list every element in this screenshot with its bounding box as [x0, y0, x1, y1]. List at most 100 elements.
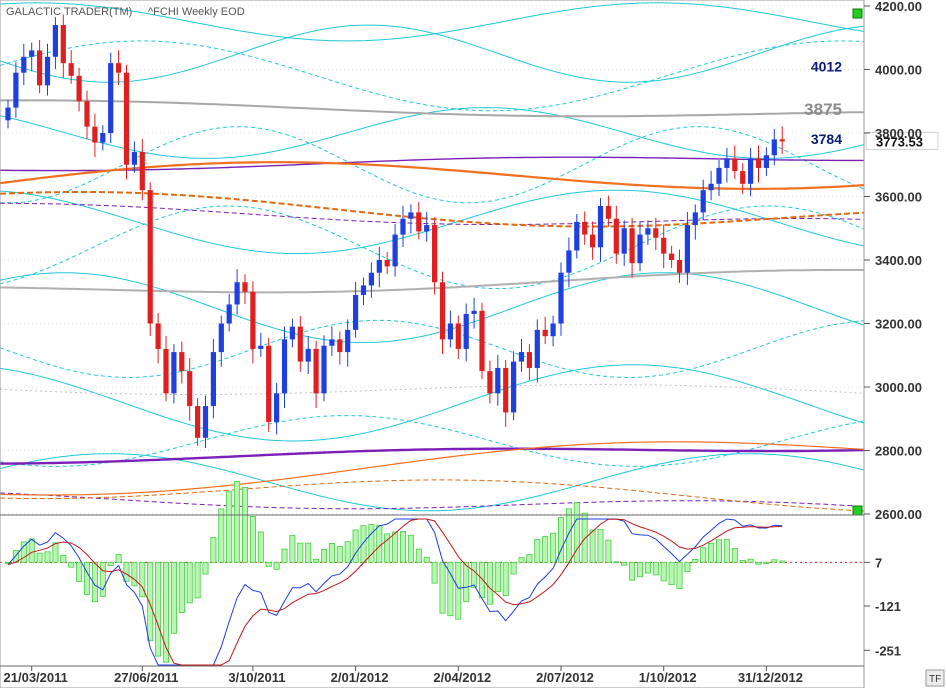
candle-body [732, 158, 738, 172]
cycle-wave [0, 364, 865, 442]
macd-histogram-bar [621, 561, 628, 566]
candlestick [60, 14, 66, 78]
candle-body [116, 63, 122, 73]
macd-histogram-bar [281, 548, 288, 563]
candlestick [345, 319, 351, 367]
macd-tick-label: -121 [875, 599, 901, 614]
candle-body [289, 326, 295, 340]
candle-body [147, 190, 153, 324]
candle-body [226, 304, 232, 324]
candle-body [155, 323, 161, 349]
candle-body [740, 171, 746, 184]
candlestick [76, 67, 82, 112]
macd-line [7, 518, 783, 666]
candlestick [732, 145, 738, 180]
candlestick [274, 382, 280, 435]
candlestick [479, 302, 485, 380]
macd-tick-label: 7 [875, 555, 882, 570]
macd-histogram-bar [91, 561, 98, 603]
candle-body [748, 158, 754, 184]
candle-body [708, 183, 714, 191]
candle-body [131, 152, 137, 165]
candle-body [653, 228, 659, 238]
macd-histogram-bar [652, 561, 659, 576]
price-tick-label: 3800.00 [875, 126, 922, 141]
candlestick [637, 221, 643, 272]
candlestick [29, 42, 35, 72]
macd-histogram-bar [558, 517, 565, 563]
macd-histogram-bar [439, 561, 446, 614]
candlestick [708, 170, 714, 201]
candlestick [21, 43, 27, 86]
candlestick [100, 125, 106, 151]
candle-body [416, 212, 422, 232]
candlestick [487, 360, 493, 404]
candlestick [258, 332, 264, 357]
cycle-wave [0, 453, 865, 512]
candlestick [360, 277, 367, 306]
candlestick [755, 145, 762, 183]
macd-histogram-bar [162, 561, 169, 663]
candlestick [353, 281, 359, 338]
macd-histogram-bar [684, 561, 691, 573]
candle-body [337, 339, 343, 353]
candlestick [147, 182, 153, 336]
candlestick [242, 274, 248, 305]
purple-level-line [0, 492, 865, 510]
candle-body [242, 282, 248, 292]
macd-histogram-bar [178, 561, 185, 613]
level-label: 3784 [811, 131, 842, 147]
macd-histogram-bar [447, 561, 454, 617]
macd-histogram-bar [415, 548, 422, 563]
candlestick [297, 316, 303, 372]
macd-histogram-bar [241, 487, 248, 563]
macd-histogram-bar [384, 533, 391, 563]
candlestick [44, 43, 51, 96]
macd-histogram-bar [155, 561, 162, 657]
macd-histogram-bar [273, 561, 280, 570]
candle-body [661, 237, 667, 254]
candle-body [108, 63, 114, 133]
grey-level-line [0, 384, 865, 395]
candle-body [210, 352, 216, 407]
candlestick [558, 262, 564, 336]
macd-histogram-bar [486, 561, 493, 605]
macd-histogram-bar [518, 557, 525, 563]
candlestick [376, 246, 382, 288]
candle-body [21, 56, 27, 73]
candle-body [305, 348, 311, 362]
moving-average-line [0, 479, 865, 512]
macd-histogram-bar [344, 541, 351, 563]
candlestick [495, 354, 501, 406]
candle-body [621, 228, 627, 254]
date-tick-label: 2/07/2012 [536, 670, 594, 685]
macd-histogram-bar [44, 551, 51, 563]
macd-histogram-bar [36, 552, 43, 563]
candle-body [574, 221, 580, 251]
candle-body [637, 234, 643, 264]
macd-histogram-bar [637, 561, 644, 578]
candlestick [645, 220, 651, 245]
candle-body [471, 310, 477, 314]
candlestick [384, 252, 390, 275]
candlestick [408, 204, 414, 234]
candlestick [629, 217, 635, 278]
candle-body [479, 310, 485, 372]
candlestick [447, 310, 453, 348]
candlestick [653, 217, 659, 251]
macd-histogram-bar [644, 561, 651, 574]
candlestick [455, 315, 461, 360]
candlestick [763, 147, 769, 176]
candlestick [195, 398, 201, 446]
candle-body [76, 75, 82, 102]
macd-histogram-bar [629, 561, 636, 581]
candle-body [550, 323, 556, 337]
macd-histogram-bar [202, 561, 209, 575]
macd-histogram-bar [407, 534, 414, 563]
macd-histogram-bar [779, 560, 786, 563]
candle-body [250, 291, 256, 349]
candle-body [84, 101, 90, 127]
candlestick [337, 331, 343, 365]
